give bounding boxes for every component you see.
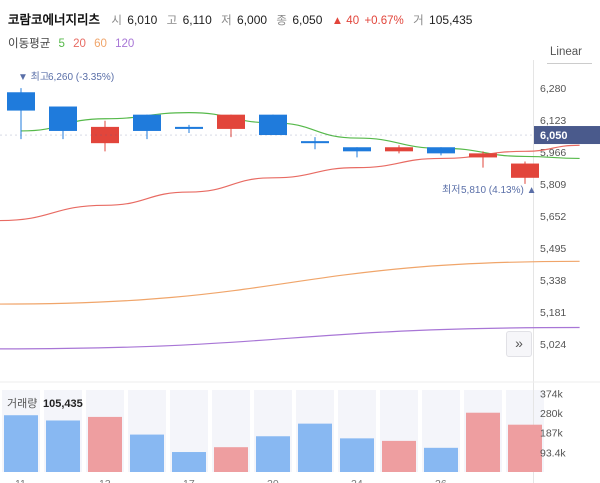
candle-body bbox=[133, 114, 161, 131]
volume-bar bbox=[382, 440, 416, 472]
low-label: 저 bbox=[221, 15, 232, 27]
price-tick-label: 5,809 bbox=[540, 179, 566, 191]
price-tick-label: 6,280 bbox=[540, 83, 566, 95]
candle-body bbox=[301, 141, 329, 144]
moving-average-legend[interactable]: 이동평균 5 20 60 120 bbox=[8, 35, 139, 51]
candle-body bbox=[175, 126, 203, 129]
volume-label: 거 bbox=[413, 15, 424, 27]
candle-body bbox=[217, 114, 245, 129]
ma-legend-5: 5 bbox=[58, 38, 65, 50]
volume-bar bbox=[424, 447, 458, 472]
open-value: 6,010 bbox=[127, 13, 158, 27]
volume-bar bbox=[46, 420, 80, 472]
moving-average-5 bbox=[20, 112, 580, 160]
current-price-label: 6,050 bbox=[540, 130, 568, 142]
change-percent: +0.67% bbox=[364, 15, 404, 27]
low-marker-value: 5,810 (4.13%) ▲ bbox=[461, 185, 537, 196]
high-label: 고 bbox=[166, 15, 178, 27]
current-price-tag bbox=[534, 126, 600, 145]
price-tick-label: 5,652 bbox=[540, 211, 566, 223]
volume-bar bbox=[340, 438, 374, 472]
candle-body bbox=[427, 147, 455, 154]
x-tick-label: 26 bbox=[435, 478, 447, 483]
volume-current-value: 105,435 bbox=[43, 398, 83, 410]
volume-bar bbox=[256, 436, 290, 472]
quote-summary: 코람코에너지리츠 시 6,010 고 6,110 저 6,000 종 6,050… bbox=[8, 9, 478, 28]
volume-bar bbox=[298, 423, 332, 472]
close-label: 종 bbox=[276, 15, 287, 27]
double-chevron-right-icon: » bbox=[515, 335, 523, 351]
volume-tick-label: 187k bbox=[540, 428, 564, 440]
x-tick-label: 17 bbox=[183, 478, 195, 483]
candle-body bbox=[259, 114, 287, 136]
ma-legend-60: 60 bbox=[94, 38, 107, 50]
candle-body bbox=[49, 106, 77, 131]
high-marker-value: 6,260 (-3.35%) bbox=[48, 72, 114, 83]
low-marker-label: 최저 bbox=[442, 184, 460, 196]
expand-chart-button[interactable]: » bbox=[506, 331, 532, 357]
volume-bar bbox=[466, 412, 500, 472]
ma-legend-20: 20 bbox=[73, 38, 86, 50]
moving-average-120 bbox=[0, 326, 580, 350]
x-tick-label: 24 bbox=[351, 478, 363, 483]
volume-tick-label: 280k bbox=[540, 408, 564, 420]
price-tick-label: 6,123 bbox=[540, 115, 566, 127]
volume-bar bbox=[4, 415, 38, 472]
moving-average-20 bbox=[0, 144, 580, 222]
candle-body bbox=[385, 147, 413, 152]
candle-body bbox=[7, 92, 35, 111]
candle-body bbox=[469, 153, 497, 158]
ma-legend-120: 120 bbox=[115, 38, 135, 50]
ma-legend-title: 이동평균 bbox=[8, 38, 51, 50]
volume-bar bbox=[130, 434, 164, 472]
price-tick-label: 5,966 bbox=[540, 147, 566, 159]
price-tick-label: 5,495 bbox=[540, 243, 566, 255]
change-value: ▲ 40 bbox=[331, 15, 360, 27]
chart-header: 코람코에너지리츠 시 6,010 고 6,110 저 6,000 종 6,050… bbox=[0, 0, 600, 64]
stock-name: 코람코에너지리츠 bbox=[8, 13, 101, 27]
price-tick-label: 5,181 bbox=[540, 307, 566, 319]
high-marker-label: ▼ 최고 bbox=[18, 71, 49, 83]
price-tick-label: 5,338 bbox=[540, 275, 566, 287]
open-label: 시 bbox=[111, 15, 122, 27]
x-tick-label: 20 bbox=[267, 478, 279, 483]
moving-average-60 bbox=[0, 260, 580, 305]
volume-value: 105,435 bbox=[429, 13, 473, 27]
volume-bar bbox=[172, 452, 206, 472]
volume-bar bbox=[508, 424, 542, 472]
volume-bar bbox=[88, 416, 122, 472]
volume-tick-label: 93.4k bbox=[540, 447, 566, 459]
price-tick-label: 5,024 bbox=[540, 339, 566, 351]
candle-body bbox=[91, 126, 119, 144]
low-value: 6,000 bbox=[237, 13, 268, 27]
candle-body bbox=[343, 147, 371, 152]
volume-tick-label: 374k bbox=[540, 388, 564, 400]
high-value: 6,110 bbox=[182, 13, 212, 27]
x-tick-label: 13 bbox=[99, 478, 111, 483]
close-value: 6,050 bbox=[292, 13, 323, 27]
scale-toggle-button[interactable]: Linear bbox=[547, 46, 592, 64]
x-tick-label: 11 bbox=[15, 478, 26, 483]
volume-title: 거래량 bbox=[7, 397, 37, 410]
candle-body bbox=[511, 163, 539, 178]
volume-bar bbox=[214, 447, 248, 472]
